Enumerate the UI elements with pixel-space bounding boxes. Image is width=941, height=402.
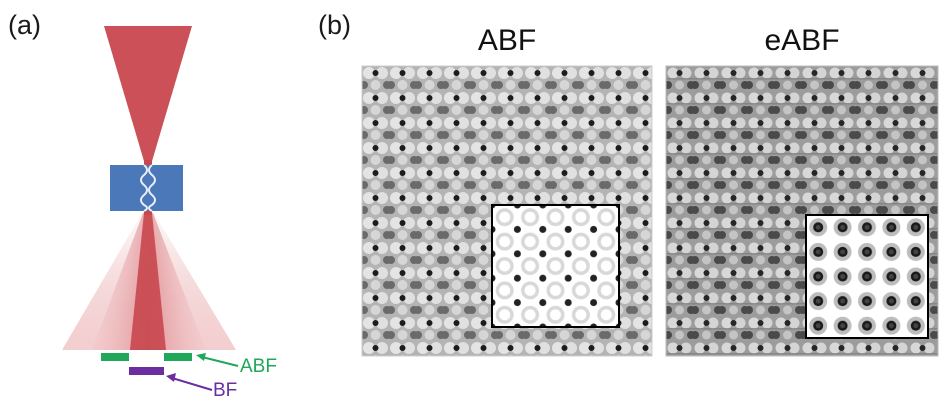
eabf-title: eABF [764, 24, 840, 57]
bf-arrow [171, 377, 213, 391]
abf-image [361, 65, 653, 357]
abf-detector-label: ABF [240, 356, 277, 377]
abf-arrow [201, 356, 239, 367]
abf-title: ABF [477, 24, 537, 57]
panel-b-label: (b) [318, 10, 351, 40]
bf-detector-label: BF [213, 380, 238, 401]
abf-detector-right [164, 353, 192, 361]
incident-beam-cone [104, 26, 192, 168]
panel-a-label: (a) [8, 10, 41, 40]
channeling-path [140, 164, 148, 212]
transmitted-beam [130, 213, 166, 350]
abf-detector-left [101, 353, 129, 361]
abf-simulated-inset [491, 204, 620, 328]
beam-schematic [62, 26, 239, 391]
bf-detector [129, 367, 164, 375]
eabf-image [665, 65, 939, 357]
eabf-simulated-inset [805, 214, 929, 339]
